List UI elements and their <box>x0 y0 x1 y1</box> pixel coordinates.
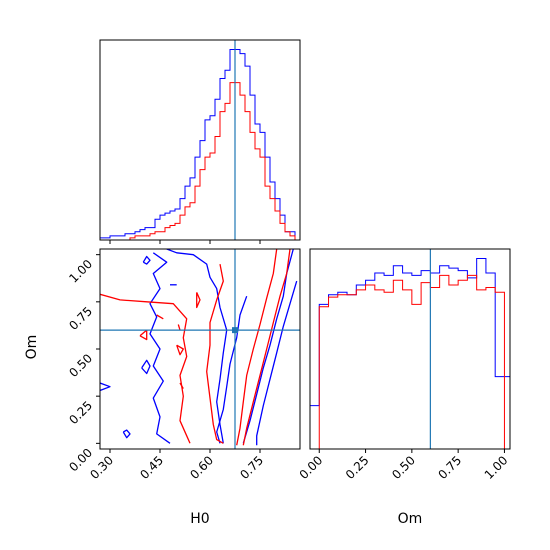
contour-x-tick-label-2: 0.60 <box>187 453 216 482</box>
contour-line-blue-1 <box>149 252 171 444</box>
xlabel-om: Om <box>398 511 423 527</box>
contour-line-red-3 <box>206 263 224 444</box>
hist-om-x-tick-label-4: 1.00 <box>482 453 511 482</box>
hist-om-x-tick-label-0: 0.00 <box>297 453 326 482</box>
hist_Om-frame <box>309 248 511 450</box>
hist-om-panel: 0.00 0.25 0.50 0.75 1.00 <box>297 248 511 482</box>
contour-y-tick-label-1: 0.25 <box>66 398 95 427</box>
contour-truth-marker <box>232 327 238 334</box>
ylabel-om: Om <box>24 335 40 360</box>
contour-y-tick-label-3: 0.75 <box>66 304 95 333</box>
contour-line-red-5 <box>176 344 184 356</box>
contour-y-tick-label-4: 1.00 <box>66 257 95 286</box>
contour-line-blue-4 <box>216 295 248 444</box>
hist_H0-plot-area <box>100 40 300 240</box>
contour-line-red-2 <box>242 249 291 446</box>
hist-om-x-tick-label-2: 0.50 <box>389 453 418 482</box>
contour-line-blue-7 <box>122 429 131 439</box>
hist-om-x-tick-label-3: 0.75 <box>435 453 464 482</box>
contour-line-red-1 <box>236 249 278 446</box>
contour-line-blue-3 <box>256 280 298 446</box>
contour-line-blue-0 <box>166 249 228 444</box>
contour-x-tick-label-1: 0.45 <box>137 453 166 482</box>
contour-y-tick-label-2: 0.50 <box>66 351 95 380</box>
contour-line-blue-2 <box>242 249 294 444</box>
contour-h0-om-panel: 0.30 0.45 0.60 0.750.000.250.500.751.00 <box>66 248 301 482</box>
contour-plot-area <box>100 249 300 449</box>
contour-line-blue-8 <box>141 359 151 375</box>
hist-h0-panel <box>99 39 301 244</box>
xlabel-h0: H0 <box>190 511 209 527</box>
contour-x-tick-label-3: 0.75 <box>237 453 266 482</box>
hist-om-x-tick-label-1: 0.25 <box>343 453 372 482</box>
hist_H0-frame <box>99 39 301 241</box>
contour-frame <box>99 248 301 450</box>
contour-line-red-4 <box>196 292 201 309</box>
contour-line-red-0 <box>100 293 191 444</box>
contour-line-red-6 <box>139 329 148 341</box>
contour-line-red-9 <box>156 314 164 320</box>
hist-h0-series-blue <box>100 49 300 240</box>
contour-line-blue-5 <box>142 255 151 265</box>
hist_Om-plot-area <box>310 249 510 449</box>
hist-om-series-red <box>310 274 510 449</box>
contour-line-red-8 <box>179 382 184 389</box>
contour-line-blue-6 <box>100 382 111 392</box>
contour-line-red-7 <box>177 324 181 331</box>
hist-om-series-blue <box>310 258 510 449</box>
hist-h0-series-red <box>100 82 300 240</box>
